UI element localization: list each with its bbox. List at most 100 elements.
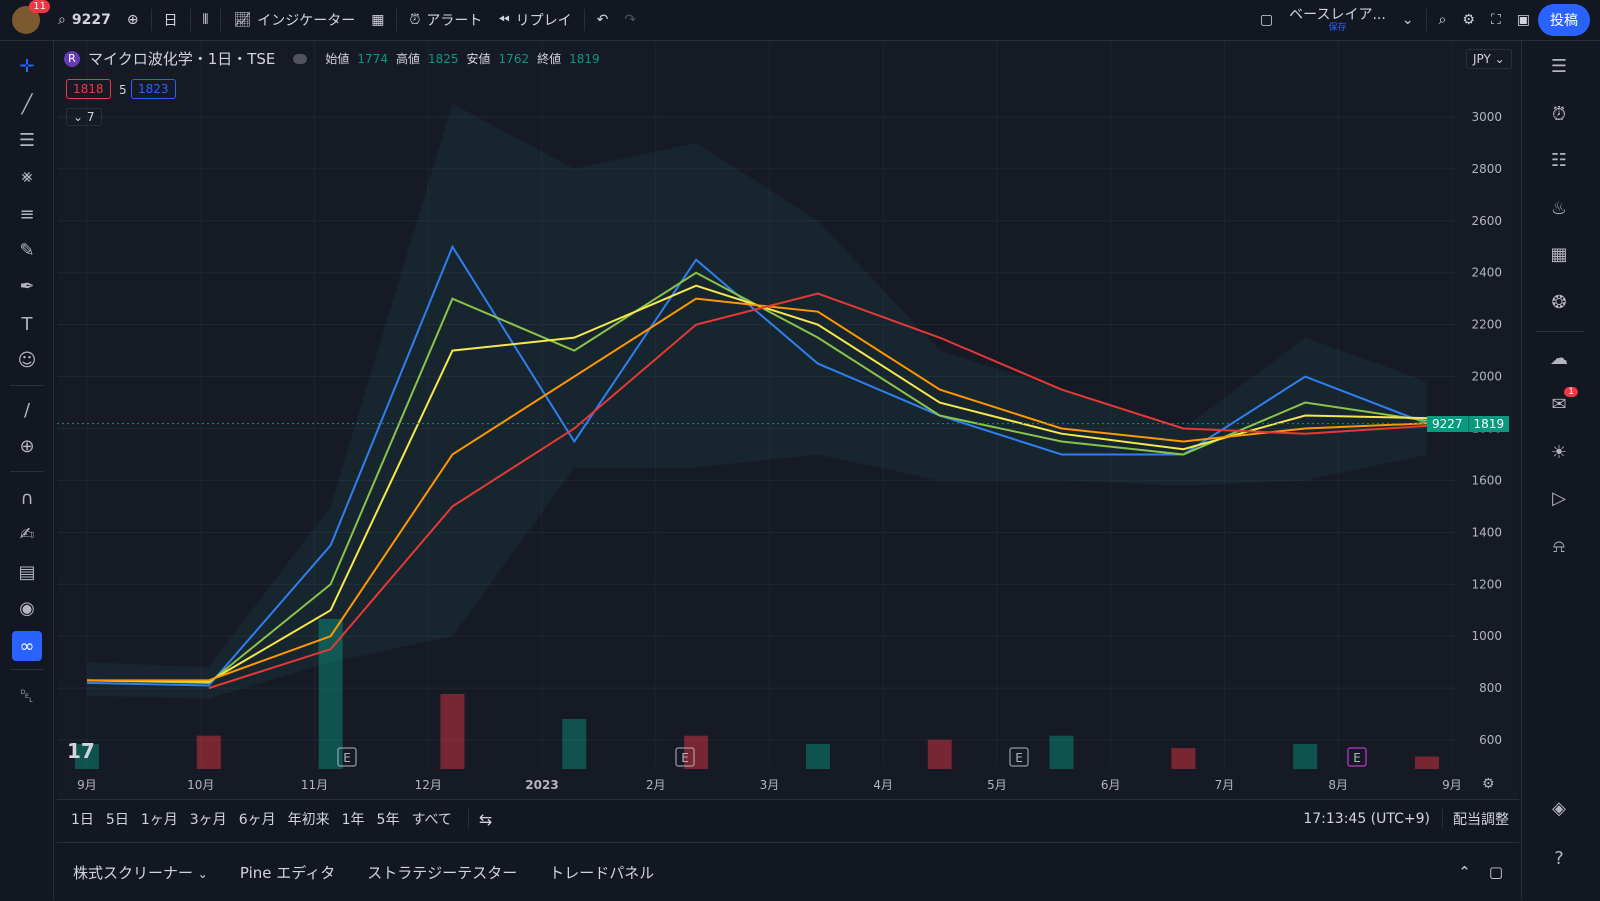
divider — [10, 385, 44, 386]
earnings-marker-label: E — [681, 751, 689, 765]
magnet-icon[interactable]: ∩ — [20, 487, 34, 509]
range-button[interactable]: 1年 — [341, 812, 365, 828]
range-button[interactable]: 1日 — [71, 812, 94, 828]
tab-trade-panel[interactable]: トレードパネル — [549, 863, 655, 882]
redo-button[interactable]: ↷ — [616, 0, 644, 40]
time-tick-label: 4月 — [873, 778, 893, 792]
hotlist-icon[interactable]: ♨︎ — [1550, 197, 1568, 219]
range-button[interactable]: 5日 — [105, 812, 129, 828]
layers-icon[interactable]: ◈ — [1552, 797, 1566, 819]
divider — [220, 9, 222, 31]
range-button[interactable]: 年初来 — [287, 812, 330, 828]
text-icon[interactable]: T — [21, 313, 33, 335]
maximize-panel-icon[interactable]: ▢ — [1488, 863, 1503, 881]
range-button[interactable]: 5年 — [376, 812, 400, 828]
tips-icon[interactable]: ☀︎ — [1550, 441, 1568, 463]
crosshair-icon[interactable]: ✛ — [19, 55, 35, 77]
dividend-adjust-button[interactable]: 配当調整 — [1453, 812, 1509, 828]
alarm-clock-icon[interactable]: ⏰︎ — [1551, 103, 1567, 125]
indicators-button[interactable]: 📈︎ インジケーター — [225, 0, 363, 40]
brush-icon[interactable]: ✎ — [19, 239, 35, 261]
layout-dropdown[interactable]: ⌄ — [1394, 0, 1422, 40]
earnings-marker[interactable] — [675, 747, 695, 767]
screenshot-button[interactable]: ▣ — [1509, 0, 1538, 40]
goto-date-icon[interactable]: ⇆ — [478, 809, 493, 829]
top-toolbar: 11 ⌕ 9227 ⊕ 日 ⫴ 📈︎ インジケーター ▦ ⏰︎ アラート ⏪︎ … — [0, 0, 1600, 41]
community-icon[interactable]: ☁︎ — [1550, 347, 1568, 369]
price-tick-label: 1200 — [1471, 577, 1502, 591]
range-button[interactable]: 1ヶ月 — [140, 812, 178, 828]
range-button[interactable]: 3ヶ月 — [189, 812, 227, 828]
earnings-marker[interactable] — [337, 747, 357, 767]
watchlist-icon[interactable]: ☰ — [1550, 55, 1568, 77]
legend-title[interactable]: マイクロ波化学・1日・TSE — [88, 50, 276, 68]
collapse-panel-icon[interactable]: ⌃ — [1458, 863, 1471, 881]
emoji-icon[interactable]: ☺︎ — [17, 349, 37, 371]
price-tick-label: 1400 — [1471, 525, 1502, 539]
tab-screener[interactable]: 株式スクリーナー ⌄ — [57, 862, 224, 883]
layout-checkbox[interactable]: ▢ — [1252, 0, 1281, 40]
trash-icon[interactable]: ␡ — [19, 685, 35, 707]
visibility-toggle[interactable] — [293, 53, 308, 64]
bell-icon[interactable]: ⍾ — [1553, 535, 1565, 557]
range-button[interactable]: すべて — [411, 812, 452, 828]
timezone-gear-icon[interactable]: ⚙︎ — [1482, 776, 1495, 792]
clock[interactable]: 17:13:45 (UTC+9) — [1303, 811, 1430, 827]
ruler-icon[interactable]: ∕ — [23, 399, 31, 421]
layout-selector[interactable]: ベースレイア... 保存 — [1281, 0, 1394, 40]
alerts-button[interactable]: ⏰︎ アラート — [401, 0, 490, 40]
horizontal-lines-icon[interactable]: ☰ — [18, 129, 36, 151]
earnings-marker[interactable] — [1009, 747, 1029, 767]
indicators-collapse-button[interactable]: ⌄ 7 — [66, 108, 102, 126]
volume-bar — [805, 744, 830, 769]
link-icon[interactable]: ∞ — [12, 631, 42, 661]
post-button[interactable]: 投稿 — [1538, 4, 1590, 36]
interval-button[interactable]: 日 — [163, 13, 178, 29]
chart-type-button[interactable]: ⫴ — [195, 0, 217, 40]
chat-icon[interactable]: ✉︎ 1 — [1542, 387, 1578, 421]
undo-button[interactable]: ↶ — [589, 0, 617, 40]
price-tick-label: 2000 — [1471, 370, 1502, 384]
plus-circle-icon: ⊕ — [126, 12, 139, 28]
quick-search-button[interactable]: ⌕ — [1431, 0, 1455, 40]
chart-pane[interactable]: 3000280026002400220020001800160014001200… — [57, 41, 1519, 799]
pattern-icon[interactable]: ⨳ — [21, 165, 33, 187]
volume-bar — [1049, 735, 1074, 769]
bid-price[interactable]: 1818 — [66, 79, 111, 99]
compare-button[interactable]: ⊕ — [119, 0, 147, 40]
calendar-icon[interactable]: ▦ — [1550, 243, 1568, 265]
eye-icon[interactable]: ◉ — [19, 597, 35, 619]
alarm-icon: ⏰︎ — [409, 12, 421, 28]
zoom-in-icon[interactable]: ⊕ — [19, 435, 35, 457]
price-chart[interactable]: 3000280026002400220020001800160014001200… — [57, 41, 1519, 799]
object-tree-icon[interactable]: ☷ — [1550, 149, 1568, 171]
ask-price[interactable]: 1823 — [131, 79, 176, 99]
lock-pencil-icon[interactable]: ✍︎ — [19, 523, 35, 545]
earnings-marker[interactable] — [1347, 747, 1367, 767]
trend-line-icon[interactable]: ╱ — [21, 93, 33, 115]
tab-pine-editor[interactable]: Pine エディタ — [239, 863, 336, 882]
symbol-label: 9227 — [71, 12, 111, 28]
fullscreen-icon: ⛶ — [1490, 12, 1501, 28]
ideas-icon[interactable]: ❂ — [1551, 291, 1567, 313]
settings-button[interactable]: ⚙︎ — [1454, 0, 1483, 40]
fullscreen-button[interactable]: ⛶ — [1483, 0, 1509, 40]
lightning-search-icon: ⌕ — [1438, 12, 1447, 28]
high-value: 1825 — [427, 51, 459, 66]
pen-icon[interactable]: ✒︎ — [19, 275, 35, 297]
templates-button[interactable]: ▦ — [363, 0, 392, 40]
help-icon[interactable]: ? — [1554, 847, 1564, 869]
replay-button[interactable]: ⏪︎ リプレイ — [490, 0, 579, 40]
currency-selector[interactable]: JPY ⌄ — [1466, 49, 1512, 69]
avatar[interactable]: 11 — [12, 0, 50, 34]
stream-icon[interactable]: ▷ — [1552, 487, 1566, 509]
spread-value: 5 — [119, 83, 127, 97]
time-tick-label: 2023 — [525, 778, 558, 792]
fib-icon[interactable]: ≡ — [19, 203, 35, 225]
lock-icon[interactable]: ▤ — [18, 561, 36, 583]
volume-bar — [927, 739, 952, 769]
tab-strategy-tester[interactable]: ストラテジーテスター — [367, 863, 518, 882]
volume-bar — [318, 619, 343, 769]
range-button[interactable]: 6ヶ月 — [238, 812, 276, 828]
symbol-search[interactable]: ⌕ 9227 — [50, 0, 119, 40]
